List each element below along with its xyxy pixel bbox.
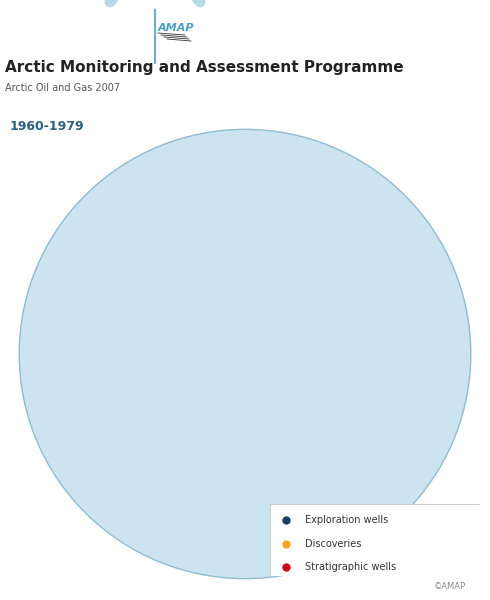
- Text: Exploration wells: Exploration wells: [305, 515, 389, 525]
- Circle shape: [19, 130, 471, 578]
- Text: ©AMAP: ©AMAP: [433, 582, 466, 591]
- Text: Arctic Oil and Gas 2007: Arctic Oil and Gas 2007: [5, 83, 120, 93]
- Text: Arctic Monitoring and Assessment Programme: Arctic Monitoring and Assessment Program…: [5, 60, 404, 75]
- Text: 1960-1979: 1960-1979: [10, 119, 84, 133]
- Text: Stratigraphic wells: Stratigraphic wells: [305, 562, 396, 572]
- Text: AMAP: AMAP: [158, 23, 195, 33]
- FancyBboxPatch shape: [270, 504, 480, 576]
- Text: Discoveries: Discoveries: [305, 539, 362, 548]
